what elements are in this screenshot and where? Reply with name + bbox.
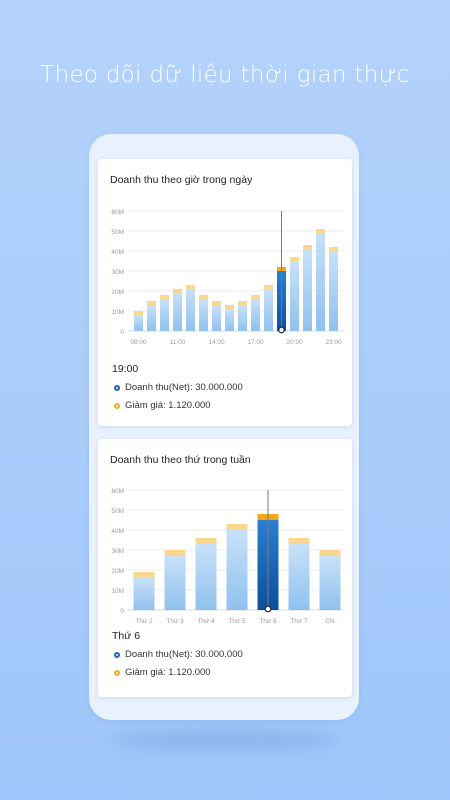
bar-discount[interactable]: [225, 305, 234, 309]
bar-net[interactable]: [329, 251, 338, 331]
bar-discount[interactable]: [264, 285, 273, 289]
hourly-selected-label: 19:00: [112, 363, 139, 375]
weekly-legend-net: Doanh thu(Net): 30.000.000: [114, 649, 243, 660]
bar-net[interactable]: [199, 299, 208, 331]
bar-net[interactable]: [319, 556, 341, 610]
hourly-revenue-card: Doanh thu theo giờ trong ngày 0 10M 20M 30M…: [98, 159, 352, 426]
y-tick-label: 60M: [111, 488, 124, 495]
bar-net[interactable]: [173, 293, 182, 331]
bar-discount[interactable]: [319, 550, 341, 556]
x-tick-label: Thứ 3: [166, 618, 184, 625]
bar-discount[interactable]: [303, 245, 312, 249]
bar-discount[interactable]: [199, 295, 208, 299]
hourly-chart-title: Doanh thu theo giờ trong ngày: [110, 174, 253, 186]
hourly-legend-net: Doanh thu(Net): 30.000.000: [114, 382, 243, 393]
bar-net[interactable]: [225, 309, 234, 331]
bar-discount[interactable]: [251, 295, 260, 299]
hourly-legend-discount: Giảm giá: 1.120.000: [114, 400, 211, 411]
weekly-chart-title: Doanh thu theo thứ trong tuần: [110, 454, 251, 466]
x-tick-label: 11:00: [170, 339, 186, 346]
discount-marker-icon: [114, 402, 120, 409]
bar-discount[interactable]: [290, 257, 299, 261]
bar-discount[interactable]: [212, 301, 221, 305]
weekly-legend-discount: Giảm giá: 1.120.000: [114, 667, 211, 678]
bar-net[interactable]: [212, 305, 221, 331]
bar-net[interactable]: [160, 299, 169, 331]
headline: Theo dõi dữ liệu thời gian thực: [40, 62, 410, 88]
y-tick-label: 10M: [111, 309, 124, 316]
net-marker-icon: [114, 384, 120, 391]
bar-discount[interactable]: [133, 572, 155, 578]
bar-discount[interactable]: [186, 285, 195, 289]
weekly-revenue-chart[interactable]: 0 10M 20M 30M 40M 50M 60M Thứ 2 Thứ 3 Thứ 4 Thứ 5 T…: [98, 439, 352, 629]
bar-net[interactable]: [134, 315, 143, 331]
discount-marker-icon: [114, 669, 120, 676]
bar-net[interactable]: [186, 289, 195, 331]
hourly-legend-discount-text: Giảm giá: 1.120.000: [125, 400, 211, 411]
x-tick-label: Thứ 6: [259, 618, 277, 625]
bar-net[interactable]: [195, 544, 217, 610]
phone-shadow: [110, 730, 340, 750]
bar-net[interactable]: [226, 530, 248, 610]
hourly-revenue-chart[interactable]: 0 10M 20M 30M 40M 50M 60M 08:00 11:00 14:00 17:00 2…: [98, 159, 352, 359]
bar-net[interactable]: [303, 249, 312, 331]
bar-discount[interactable]: [147, 301, 156, 305]
bar-discount[interactable]: [160, 295, 169, 299]
x-tick-label: 14:00: [208, 339, 225, 346]
bar-net[interactable]: [288, 544, 310, 610]
net-marker-icon: [114, 651, 120, 658]
x-tick-label: 23:00: [325, 339, 342, 346]
y-tick-label: 30M: [111, 548, 124, 555]
bar-net[interactable]: [164, 556, 186, 610]
weekly-revenue-card: Doanh thu theo thứ trong tuần 0 10M 20M 30M…: [98, 439, 352, 697]
x-tick-label: 20:00: [286, 339, 303, 346]
x-tick-label: 17:00: [247, 339, 264, 346]
bar-discount[interactable]: [164, 550, 186, 556]
bar-discount[interactable]: [134, 311, 143, 315]
bar-net[interactable]: [133, 578, 155, 610]
y-tick-label: 20M: [111, 568, 124, 575]
bar-discount[interactable]: [288, 538, 310, 544]
y-tick-label: 30M: [111, 269, 124, 276]
y-tick-label: 60M: [111, 209, 124, 216]
y-tick-label: 40M: [111, 528, 124, 535]
bar-net[interactable]: [147, 305, 156, 331]
bar-net[interactable]: [316, 233, 325, 331]
weekly-legend-discount-text: Giảm giá: 1.120.000: [125, 667, 211, 678]
hourly-legend-net-text: Doanh thu(Net): 30.000.000: [125, 382, 243, 393]
bar-net[interactable]: [251, 299, 260, 331]
bar-discount[interactable]: [238, 301, 247, 305]
x-tick-label: CN: [325, 618, 335, 625]
y-tick-label: 0: [120, 329, 124, 336]
bar-discount[interactable]: [329, 247, 338, 251]
weekly-selected-label: Thứ 6: [112, 630, 141, 642]
x-tick-label: Thứ 4: [197, 618, 215, 625]
x-tick-label: Thứ 7: [290, 618, 308, 625]
x-tick-label: 08:00: [130, 339, 147, 346]
x-tick-label: Thứ 2: [135, 618, 153, 625]
y-tick-label: 40M: [111, 249, 124, 256]
bar-net[interactable]: [264, 289, 273, 331]
bar-net[interactable]: [238, 305, 247, 331]
bar-discount[interactable]: [173, 289, 182, 293]
y-tick-label: 50M: [111, 229, 124, 236]
y-tick-label: 20M: [111, 289, 124, 296]
selection-marker[interactable]: [278, 326, 285, 334]
weekly-legend-net-text: Doanh thu(Net): 30.000.000: [125, 649, 243, 660]
bar-discount[interactable]: [195, 538, 217, 544]
bar-discount[interactable]: [316, 229, 325, 233]
bar-discount[interactable]: [226, 524, 248, 530]
y-tick-label: 0: [120, 608, 124, 615]
y-tick-label: 10M: [111, 588, 124, 595]
bar-net[interactable]: [290, 261, 299, 331]
x-tick-label: Thứ 5: [228, 618, 246, 625]
y-tick-label: 50M: [111, 508, 124, 515]
selection-marker[interactable]: [264, 605, 272, 613]
